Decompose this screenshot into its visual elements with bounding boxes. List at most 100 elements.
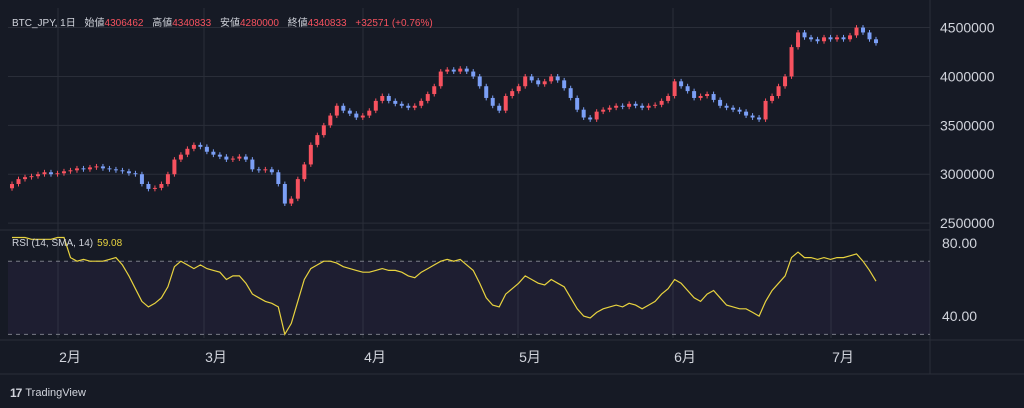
candle-body: [471, 71, 476, 77]
candle-body: [822, 37, 827, 42]
candle-body: [74, 168, 79, 171]
candle-body: [861, 27, 866, 33]
candle-body: [835, 37, 840, 40]
legend-low: 4280000: [239, 18, 279, 29]
x-tick-label: 4月: [364, 349, 386, 365]
y-tick-label: 2500000: [940, 215, 995, 231]
candle-body: [347, 110, 352, 114]
candle-body: [380, 96, 385, 101]
candle-body: [705, 94, 710, 96]
candle-body: [666, 96, 671, 101]
candle-body: [568, 88, 573, 98]
candle-body: [685, 86, 690, 92]
candle-body: [276, 172, 281, 184]
candle-body: [172, 159, 177, 175]
candle-body: [464, 68, 469, 72]
candle-body: [815, 39, 820, 42]
candlestick-series: [10, 25, 878, 206]
legend-symbol: BTC_JPY, 1日: [12, 18, 76, 29]
candle-body: [841, 37, 846, 40]
candle-body: [672, 81, 677, 96]
tradingview-logo-icon: 17: [10, 386, 22, 400]
y-tick-label: 3000000: [940, 166, 995, 182]
candle-body: [659, 100, 664, 105]
candle-body: [594, 111, 599, 120]
rsi-legend-value: 59.08: [97, 238, 123, 249]
candle-body: [848, 35, 853, 40]
rsi-legend-label: RSI (14, SMA, 14): [12, 238, 94, 249]
candle-body: [529, 76, 534, 81]
candle-body: [230, 158, 235, 160]
candle-body: [133, 173, 138, 175]
candle-body: [373, 100, 378, 111]
candle-body: [802, 32, 807, 38]
candle-body: [185, 148, 190, 155]
candle-body: [731, 107, 736, 110]
legend-low-label: 安値: [219, 18, 240, 29]
candle-body: [809, 37, 814, 40]
candle-body: [620, 105, 625, 107]
candle-body: [503, 96, 508, 111]
grid: [0, 0, 1024, 375]
legend-high-label: 高値: [152, 18, 173, 29]
axes: 2月 3月 4月 5月 6月 7月 2500000 3000000 3500000 4000000…: [59, 20, 995, 365]
candle-body: [711, 94, 716, 100]
candle-body: [165, 174, 170, 184]
candle-body: [81, 168, 86, 170]
candle-body: [542, 81, 547, 85]
x-tick-label: 3月: [205, 349, 227, 365]
y-tick-label: 4000000: [940, 68, 995, 84]
candle-body: [438, 71, 443, 87]
candle-body: [588, 117, 593, 120]
candle-body: [243, 156, 248, 160]
candle-body: [393, 100, 398, 104]
candle-body: [679, 81, 684, 87]
candle-body: [692, 91, 697, 98]
candle-body: [763, 100, 768, 120]
candle-body: [224, 156, 229, 160]
candle-body: [94, 166, 99, 168]
tradingview-logo[interactable]: 17 TradingView: [10, 386, 86, 400]
candle-body: [445, 69, 450, 72]
candle-body: [627, 103, 632, 107]
candle-body: [139, 174, 144, 184]
candle-body: [646, 105, 651, 108]
candle-body: [601, 109, 606, 112]
candle-body: [516, 86, 521, 92]
candle-body: [490, 97, 495, 106]
candle-body: [334, 105, 339, 116]
candle-body: [191, 144, 196, 149]
candle-body: [614, 105, 619, 108]
candle-body: [458, 68, 463, 72]
legend-close: 4340833: [307, 18, 347, 29]
candle-body: [237, 156, 242, 159]
candle-body: [68, 170, 73, 172]
candle-body: [607, 107, 612, 110]
rsi-band: [8, 260, 930, 335]
candle-body: [61, 171, 66, 174]
candle-body: [360, 115, 365, 118]
candle-body: [653, 104, 658, 106]
candle-body: [367, 110, 372, 116]
candle-body: [497, 105, 502, 111]
candle-body: [178, 154, 183, 160]
rsi-line: [12, 236, 877, 336]
candle-body: [204, 146, 209, 152]
candle-body: [217, 154, 222, 157]
legend-close-label: 終値: [287, 18, 308, 29]
candle-body: [282, 184, 287, 204]
legend-open: 4306462: [104, 18, 144, 29]
y-tick-label: 4500000: [940, 20, 995, 36]
candle-body: [146, 184, 151, 189]
candle-body: [575, 97, 580, 110]
x-tick-label: 5月: [519, 349, 541, 365]
candle-body: [770, 96, 775, 101]
candle-body: [198, 144, 203, 147]
candle-body: [341, 105, 346, 111]
candle-body: [113, 169, 118, 171]
tradingview-logo-text: TradingView: [25, 387, 86, 399]
x-tick-label: 2月: [59, 349, 81, 365]
rsi-y-tick-label: 40.00: [942, 308, 977, 324]
candle-body: [867, 32, 872, 40]
